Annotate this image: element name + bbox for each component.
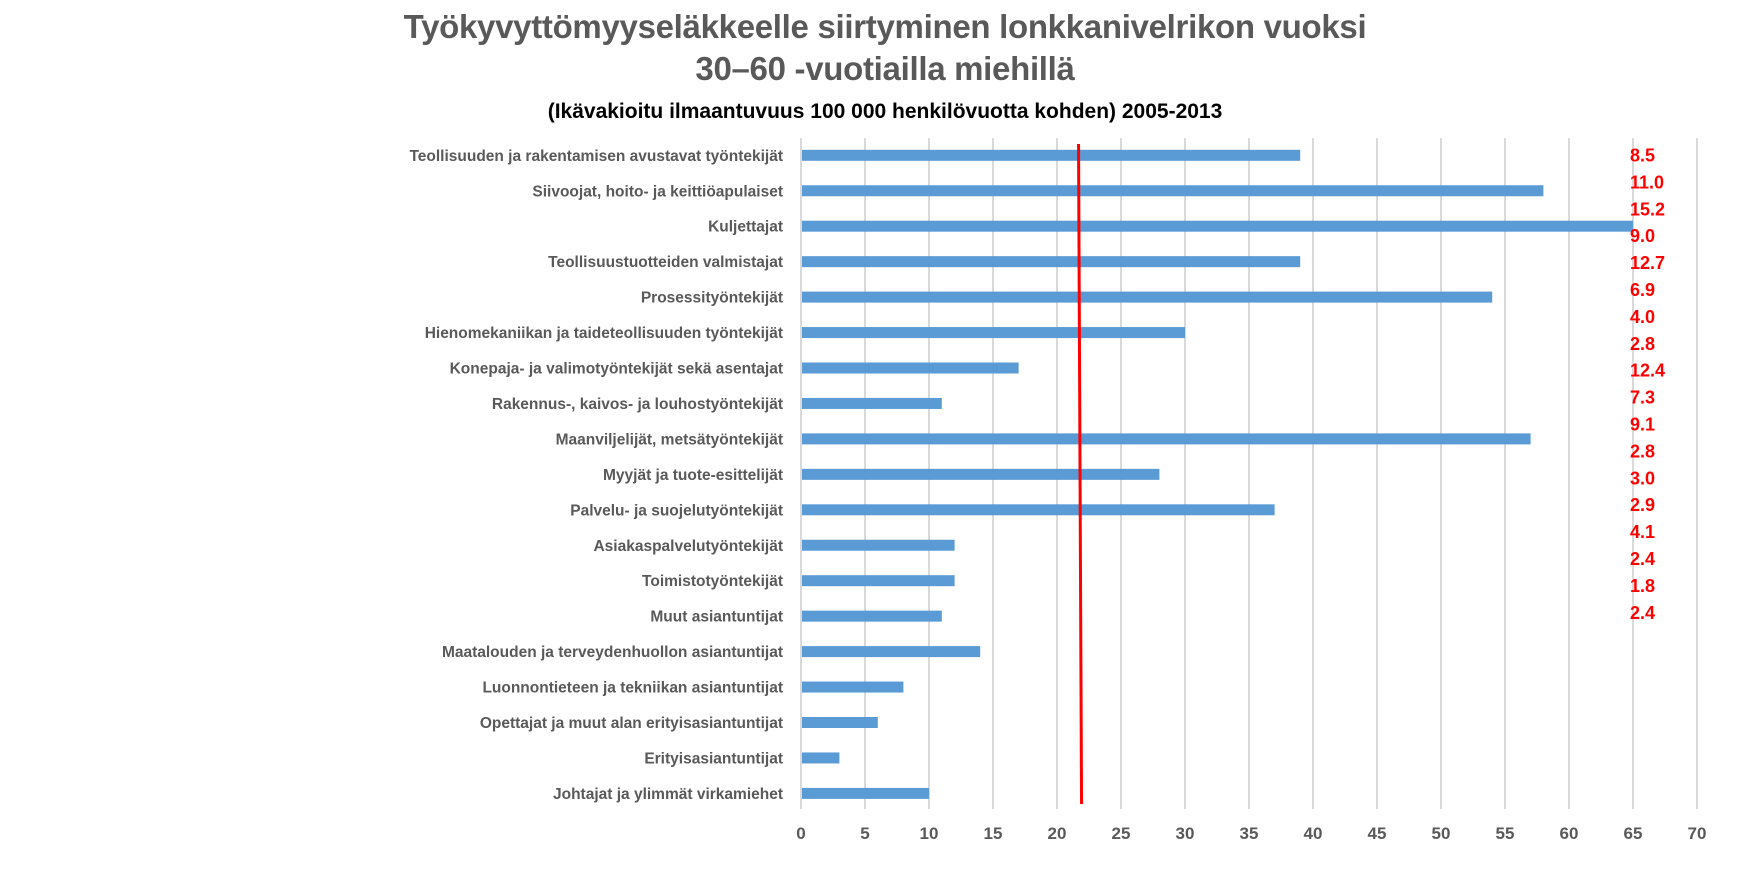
bar (802, 539, 955, 551)
annotation-label: 6.9 (1630, 280, 1655, 300)
annotation-label: 4.1 (1630, 522, 1655, 542)
x-tick-label: 20 (1048, 824, 1067, 843)
annotation-label: 2.8 (1630, 441, 1655, 461)
annotation-label: 15.2 (1630, 199, 1665, 219)
bar (802, 787, 929, 799)
x-tick-label: 0 (796, 824, 805, 843)
x-tick-label: 40 (1304, 824, 1323, 843)
annotation-label: 2.4 (1630, 549, 1655, 569)
annotation-label: 9.1 (1630, 415, 1655, 435)
annotation-label: 12.4 (1630, 361, 1665, 381)
bar (802, 220, 1633, 232)
x-tick-label: 5 (860, 824, 869, 843)
x-tick-label: 10 (920, 824, 939, 843)
x-tick-label: 35 (1240, 824, 1259, 843)
category-label: Prosessityöntekijät (641, 290, 783, 307)
x-tick-label: 65 (1624, 824, 1643, 843)
x-tick-label: 55 (1496, 824, 1515, 843)
x-tick-label: 25 (1112, 824, 1131, 843)
chart-title: Työkyvyttömyyseläkkeelle siirtyminen lon… (403, 8, 1367, 45)
category-label: Siivoojat, hoito- ja keittiöapulaiset (532, 183, 783, 200)
bar (802, 291, 1493, 303)
category-label: Maanviljelijät, metsätyöntekijät (556, 431, 783, 448)
bars (802, 149, 1633, 799)
annotation-labels: 8.5 11.0 15.2 9.0 12.7 6.9 4.0 2.8 12.4 7.3 9.1 2.8… (1630, 146, 1665, 623)
annotation-label: 11.0 (1630, 172, 1664, 192)
category-label: Luonnontieteen ja tekniikan asiantuntija… (482, 680, 783, 697)
category-label: Johtajat ja ylimmät virkamiehet (553, 786, 783, 803)
category-label: Rakennus-, kaivos- ja louhostyöntekijät (492, 396, 783, 413)
annotation-label: 4.0 (1630, 307, 1655, 327)
bar (802, 327, 1185, 339)
category-label: Palvelu- ja suojelutyöntekijät (570, 502, 783, 519)
bar (802, 149, 1301, 161)
bar (802, 256, 1301, 268)
annotation-label: 12.7 (1630, 253, 1665, 273)
category-label: Erityisasiantuntijat (644, 750, 783, 767)
annotation-label: 9.0 (1630, 226, 1655, 246)
bar (802, 717, 878, 728)
bar (802, 468, 1160, 480)
category-label: Muut asiantuntijat (650, 609, 783, 626)
annotation-label: 2.8 (1630, 334, 1655, 354)
category-label: Kuljettajat (708, 219, 783, 236)
category-label: Asiakaspalvelutyöntekijät (593, 538, 783, 555)
category-label: Konepaja- ja valimotyöntekijät sekä asen… (450, 361, 783, 378)
bar (802, 433, 1531, 445)
annotation-label: 8.5 (1630, 146, 1655, 166)
category-label: Teollisuustuotteiden valmistajat (548, 254, 783, 271)
x-tick-label: 60 (1560, 824, 1579, 843)
x-axis-tick-labels: 0 5 10 15 20 25 30 35 40 45 50 55 60 65 70 (796, 824, 1706, 843)
bar (802, 752, 840, 764)
chart-subtitle: (Ikävakioitu ilmaantuvuus 100 000 henkil… (547, 100, 1223, 123)
bar (802, 681, 904, 693)
annotation-label: 7.3 (1630, 388, 1655, 408)
category-labels: Teollisuuden ja rakentamisen avustavat t… (409, 148, 783, 803)
bar (802, 575, 955, 587)
reference-line-group (1077, 143, 1084, 805)
bar (802, 610, 942, 622)
annotation-label: 2.9 (1630, 495, 1655, 515)
reference-line (1077, 143, 1084, 805)
x-tick-label: 15 (984, 824, 1003, 843)
category-label: Toimistotyöntekijät (642, 573, 783, 590)
annotation-label: 3.0 (1630, 468, 1655, 488)
annotation-label: 1.8 (1630, 576, 1655, 596)
annotation-label: 2.4 (1630, 603, 1655, 623)
bar (802, 362, 1019, 374)
category-label: Maatalouden ja terveydenhuollon asiantun… (442, 644, 783, 661)
category-label: Myyjät ja tuote-esittelijät (603, 467, 783, 484)
bar (802, 504, 1275, 516)
bar (802, 646, 981, 658)
category-label: Hienomekaniikan ja taideteollisuuden työ… (425, 325, 783, 342)
category-label: Opettajat ja muut alan erityisasiantunti… (480, 715, 783, 732)
bar (802, 397, 942, 409)
x-tick-label: 45 (1368, 824, 1387, 843)
chart-title-line2: 30–60 -vuotiailla miehillä (695, 50, 1075, 87)
x-tick-label: 70 (1688, 824, 1707, 843)
x-tick-label: 30 (1176, 824, 1195, 843)
bar (802, 185, 1544, 197)
category-label: Teollisuuden ja rakentamisen avustavat t… (409, 148, 783, 165)
x-tick-label: 50 (1432, 824, 1451, 843)
